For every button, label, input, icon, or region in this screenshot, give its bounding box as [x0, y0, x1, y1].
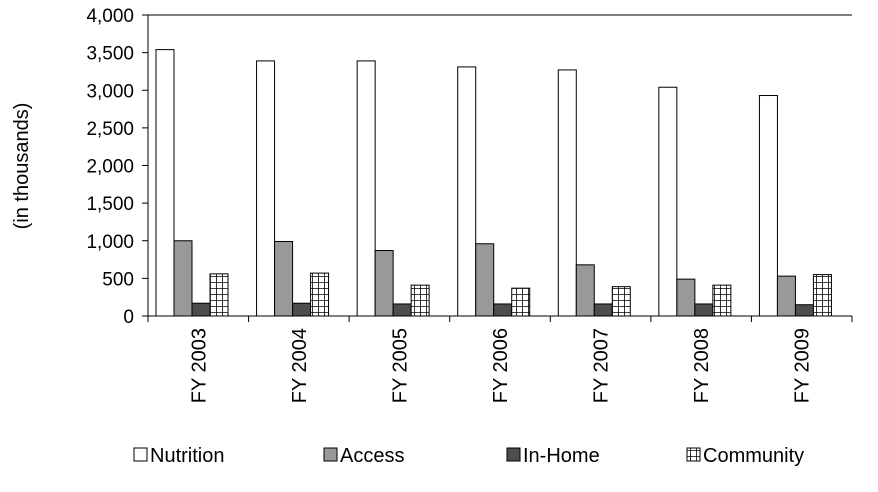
- x-category-label: FY 2009: [792, 328, 814, 403]
- bar-nutrition-fy-2007: [557, 69, 577, 317]
- y-tick-label: 0: [123, 307, 134, 328]
- x-category-label: FY 2005: [389, 328, 411, 403]
- x-category-label: FY 2004: [289, 328, 311, 403]
- bar-access-fy-2005: [374, 250, 394, 317]
- y-tick-label: 500: [102, 269, 134, 290]
- y-tick-label: 4,000: [86, 6, 134, 27]
- y-tick-label: 3,500: [86, 44, 134, 65]
- bar-nutrition-fy-2005: [356, 60, 376, 317]
- bar-in-home-fy-2006: [493, 303, 513, 317]
- bar-community-fy-2006: [511, 287, 531, 317]
- bar-access-fy-2003: [173, 240, 193, 317]
- bar-in-home-fy-2004: [292, 302, 312, 317]
- bar-access-fy-2008: [676, 278, 696, 317]
- bar-community-fy-2008: [712, 284, 732, 317]
- bar-in-home-fy-2003: [191, 302, 211, 317]
- legend-swatch-access: [323, 447, 338, 462]
- bar-community-fy-2009: [812, 274, 832, 317]
- legend-swatch-nutrition: [133, 447, 148, 462]
- bar-community-fy-2003: [209, 273, 229, 317]
- bar-access-fy-2007: [575, 264, 595, 317]
- x-category-label: FY 2003: [188, 328, 210, 403]
- bar-in-home-fy-2009: [794, 304, 814, 317]
- y-tick-label: 1,000: [86, 232, 134, 253]
- bar-community-fy-2004: [310, 272, 330, 317]
- y-tick-label: 2,500: [86, 119, 134, 140]
- y-axis-title: (in thousands): [11, 103, 33, 230]
- y-tick-label: 3,000: [86, 81, 134, 102]
- x-category-label: FY 2006: [490, 328, 512, 403]
- bar-in-home-fy-2007: [593, 303, 613, 317]
- bar-in-home-fy-2005: [392, 303, 412, 317]
- x-category-label: FY 2007: [591, 328, 613, 403]
- bar-community-fy-2005: [410, 284, 430, 317]
- bar-nutrition-fy-2009: [758, 95, 778, 317]
- y-tick-label: 1,500: [86, 194, 134, 215]
- y-tick-label: 2,000: [86, 157, 134, 178]
- legend-swatch-in-home: [506, 447, 521, 462]
- bar-in-home-fy-2008: [694, 303, 714, 317]
- bar-community-fy-2007: [611, 286, 631, 317]
- legend-label-nutrition: Nutrition: [150, 445, 224, 467]
- bar-access-fy-2006: [475, 243, 495, 317]
- x-category-label: FY 2008: [691, 328, 713, 403]
- bar-access-fy-2004: [274, 241, 294, 317]
- bar-nutrition-fy-2006: [457, 66, 477, 317]
- bar-nutrition-fy-2004: [256, 60, 276, 317]
- legend-label-community: Community: [703, 445, 804, 467]
- legend-swatch-community: [686, 447, 701, 462]
- legend-label-access: Access: [340, 445, 404, 467]
- bar-access-fy-2009: [776, 275, 796, 317]
- legend-label-in-home: In-Home: [523, 445, 600, 467]
- bar-nutrition-fy-2008: [658, 86, 678, 317]
- bar-nutrition-fy-2003: [155, 49, 175, 317]
